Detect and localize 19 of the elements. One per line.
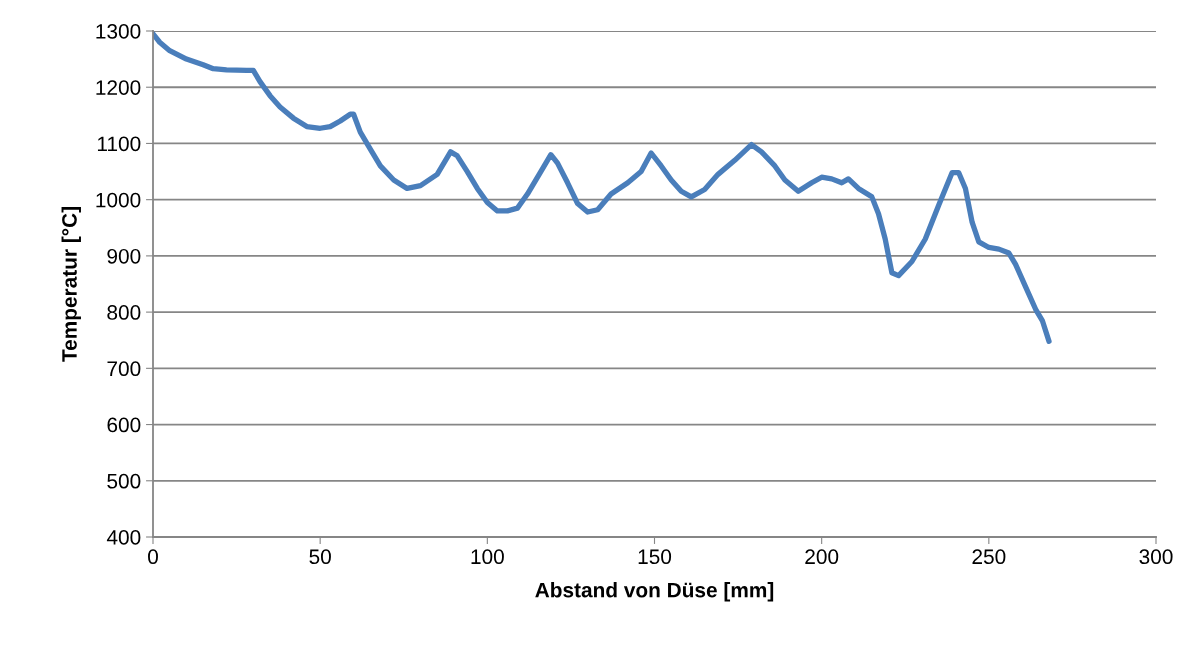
y-tick-label: 800 <box>107 305 141 320</box>
x-tick-label: 200 <box>805 549 839 565</box>
x-tick-label: 0 <box>148 549 158 565</box>
y-tick-label: 600 <box>107 417 141 433</box>
y-axis-title: Temperatur [°C] <box>61 207 81 362</box>
y-tick-label: 700 <box>107 361 141 377</box>
x-tick-label: 100 <box>471 549 504 565</box>
y-tick-label: 400 <box>106 530 141 545</box>
x-tick-label: 250 <box>972 549 1006 565</box>
x-tick-label: 300 <box>1139 549 1173 565</box>
y-tick-label: 900 <box>107 248 141 264</box>
y-tick-label: 1200 <box>96 80 141 95</box>
y-tick-label: 1000 <box>96 192 141 208</box>
x-axis-title: Abstand von Düse [mm] <box>535 582 774 602</box>
x-tick-label: 50 <box>309 549 331 565</box>
y-tick-label: 500 <box>107 473 141 489</box>
y-tick-label: 1300 <box>96 24 141 39</box>
x-tick-label: 150 <box>638 549 672 565</box>
y-tick-label: 1100 <box>97 136 141 152</box>
